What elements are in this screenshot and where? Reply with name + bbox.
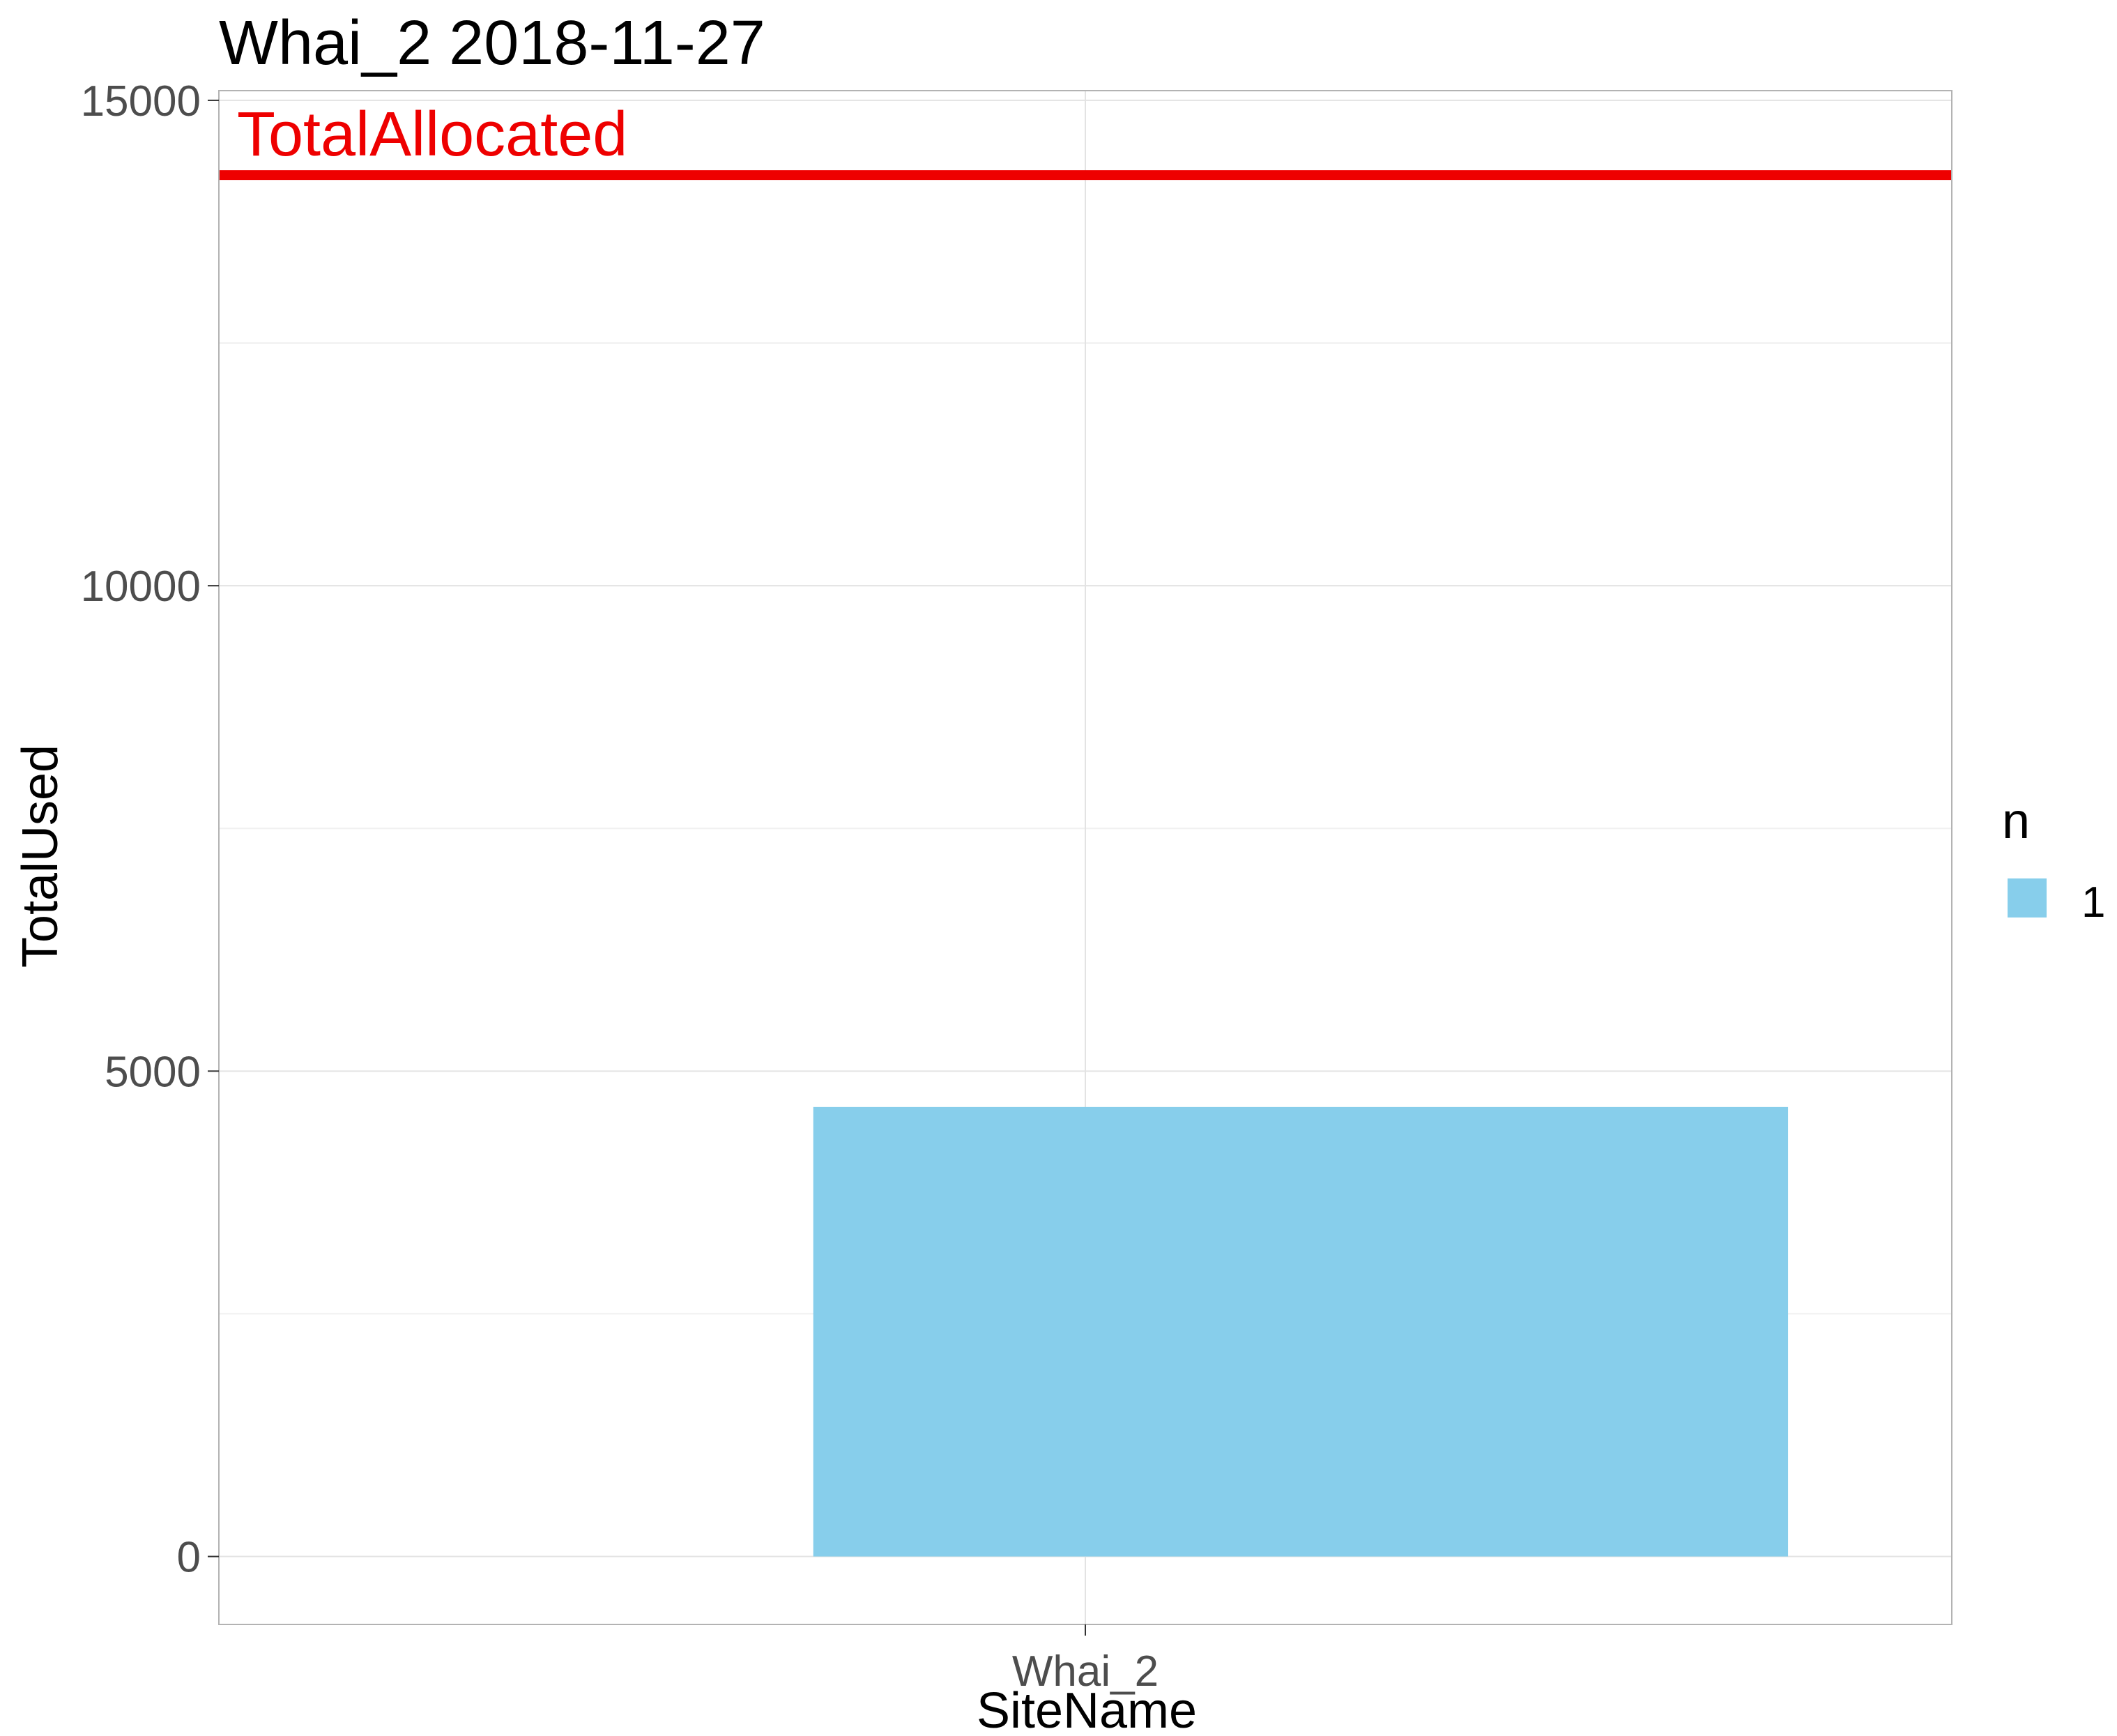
legend: n 1 <box>2002 793 2105 927</box>
bars <box>813 1106 1789 1557</box>
total-allocated-label: TotalAllocated <box>237 100 627 169</box>
x-axis-title: SiteName <box>977 1683 1197 1736</box>
grid-lines <box>219 91 1952 1624</box>
y-axis-title: TotalUsed <box>13 745 68 968</box>
y-tick-label: 15000 <box>81 77 201 125</box>
y-tick-label: 5000 <box>105 1048 201 1096</box>
legend-entry-label: 1 <box>2081 878 2105 927</box>
legend-key-swatch <box>2008 878 2047 918</box>
y-tick-label: 10000 <box>81 563 201 611</box>
chart-title: Whai_2 2018-11-27 <box>219 8 765 78</box>
x-axis-ticks: Whai_2 <box>1012 1624 1159 1696</box>
y-axis-ticks: 0 5000 10000 15000 <box>81 77 219 1582</box>
y-tick-label: 0 <box>177 1534 201 1582</box>
x-tick-label: Whai_2 <box>1012 1647 1159 1696</box>
reference-line-layer: TotalAllocated <box>219 100 1952 181</box>
bar-Whai_2-1 <box>813 1106 1789 1557</box>
legend-title: n <box>2002 793 2030 849</box>
